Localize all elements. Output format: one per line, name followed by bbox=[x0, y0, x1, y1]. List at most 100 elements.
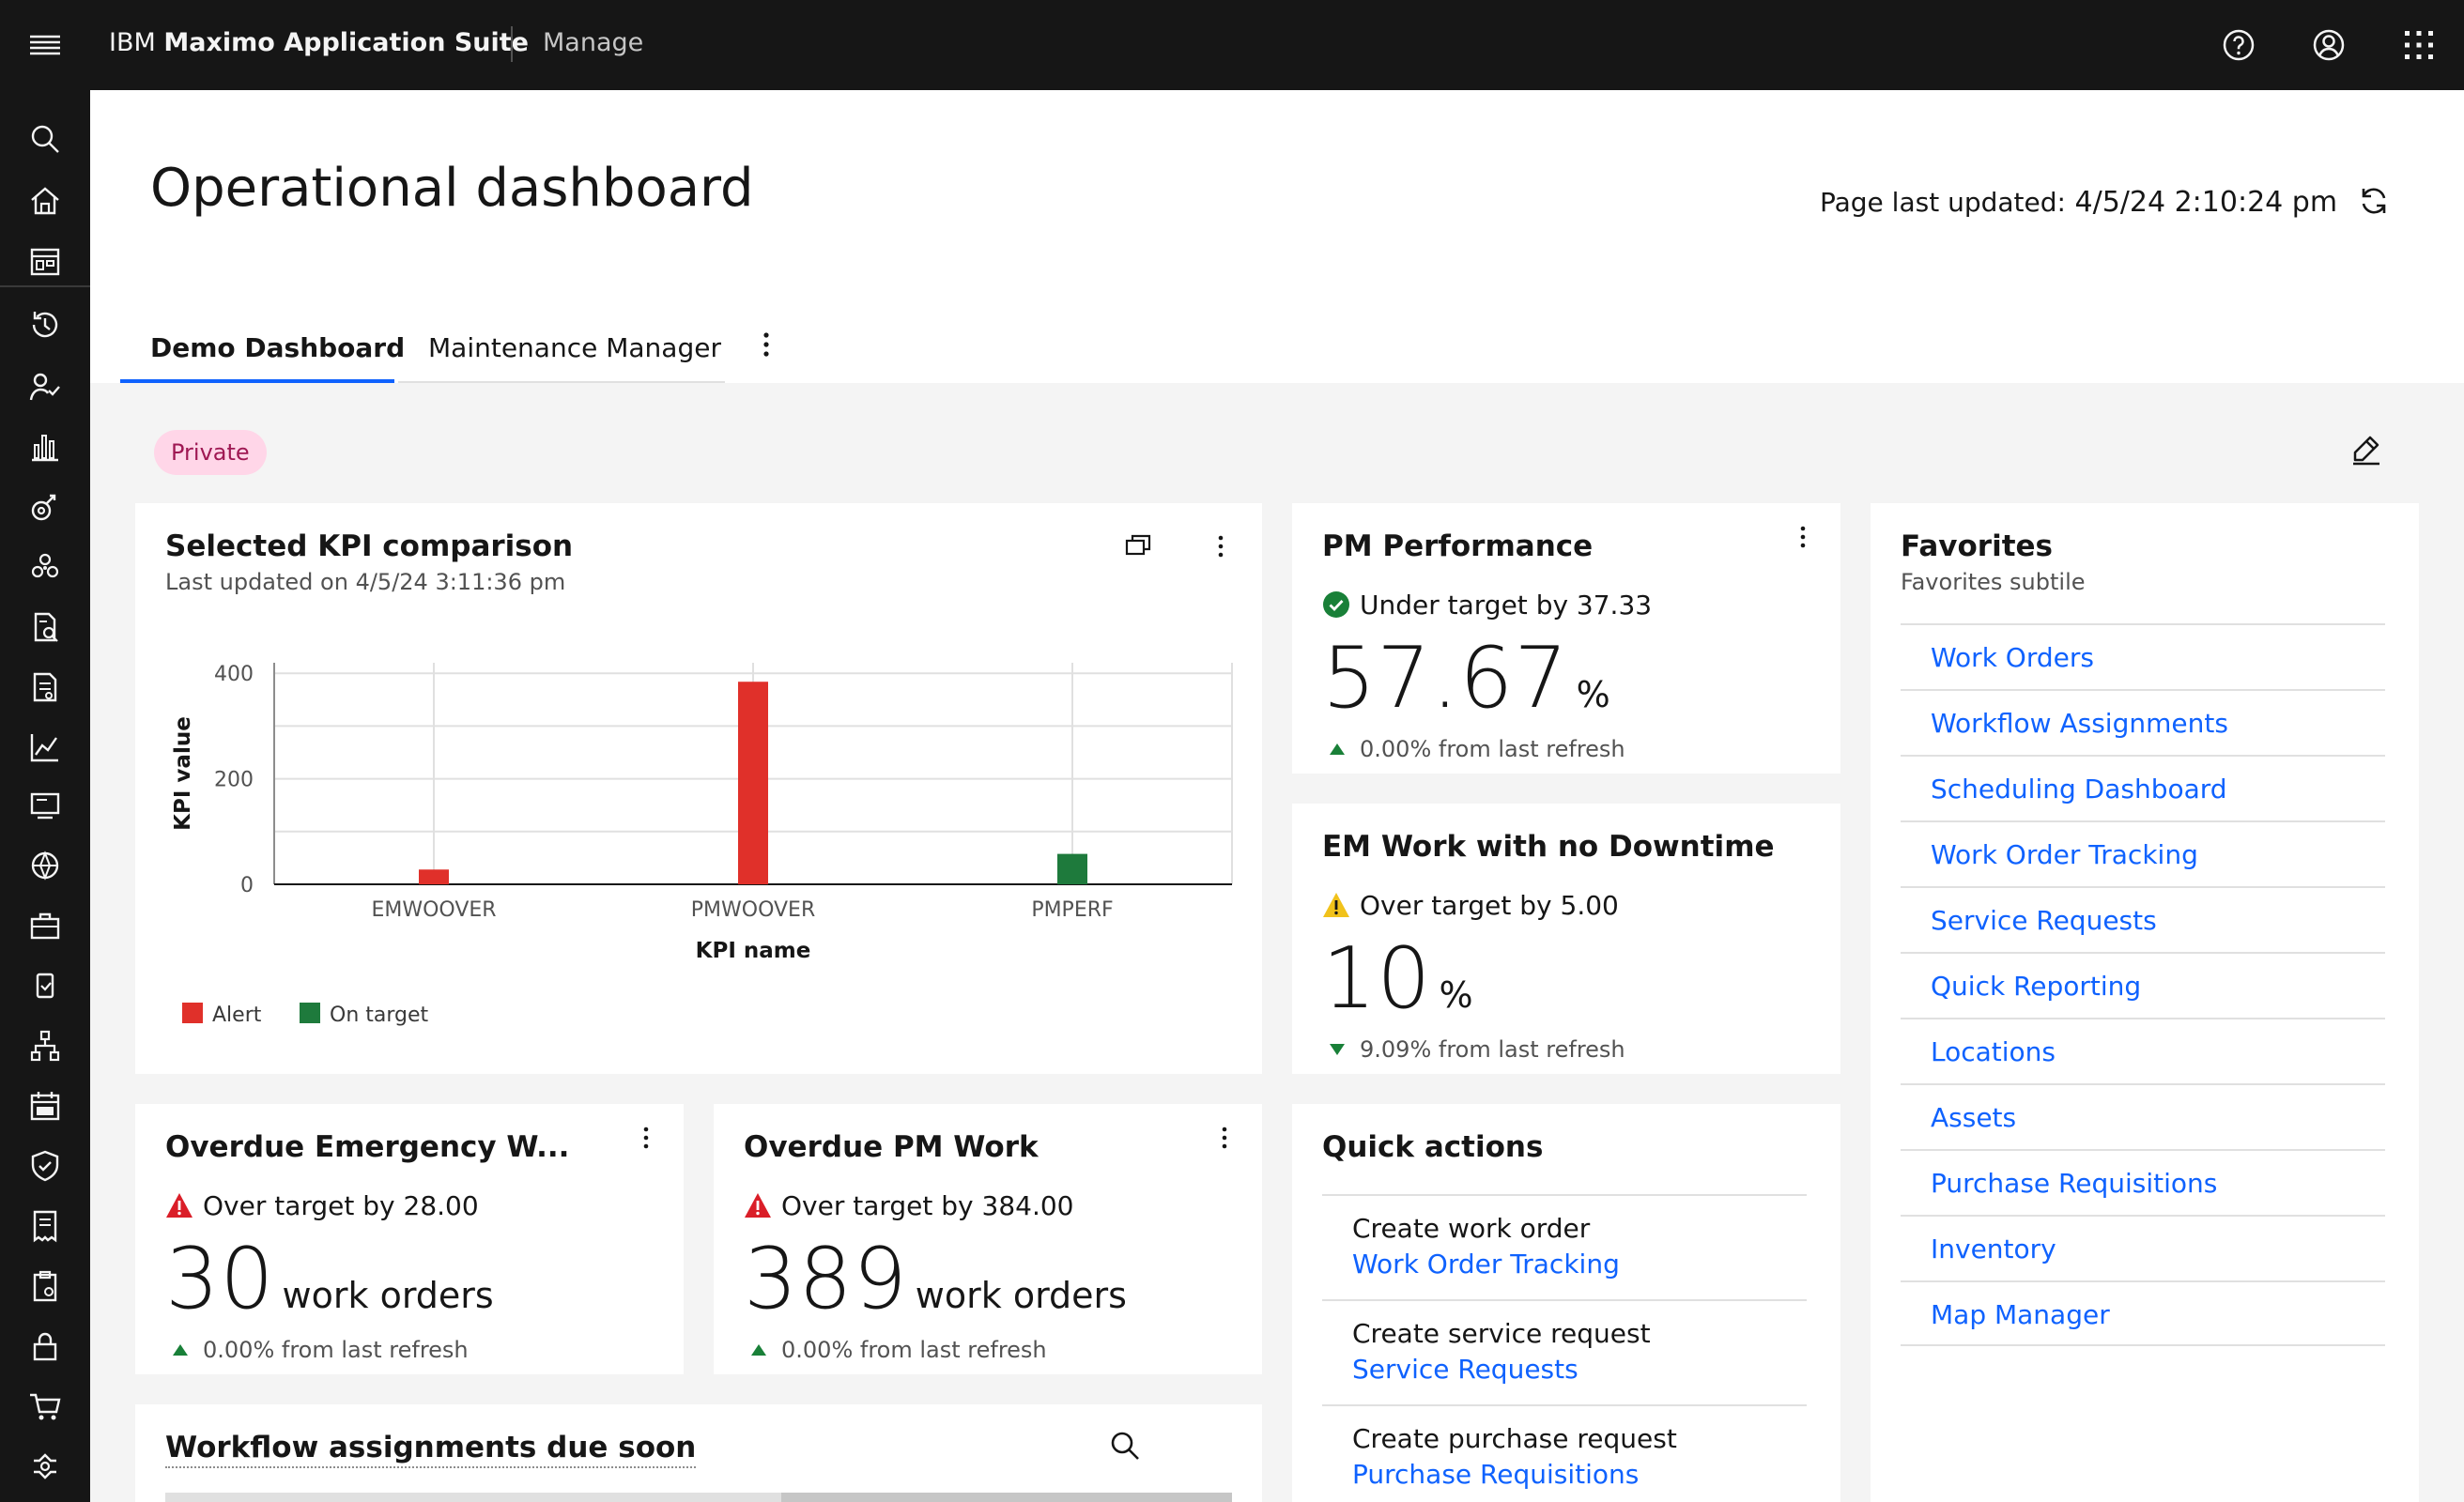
brand-product: Maximo Application Suite bbox=[163, 28, 529, 57]
quick-action-link[interactable]: Work Order Tracking bbox=[1352, 1249, 1620, 1280]
favorites-list: Work Orders Workflow Assignments Schedulin… bbox=[1901, 623, 2385, 1346]
report-icon[interactable] bbox=[26, 608, 64, 646]
kpi-status: Over target by 5.00 bbox=[1322, 890, 1619, 926]
kpi-value: 10% bbox=[1322, 929, 1473, 1028]
favorite-item: Work Orders bbox=[1901, 623, 2385, 689]
status-text: Over target by 28.00 bbox=[203, 1190, 479, 1221]
chart-legend-label: On target bbox=[330, 1004, 429, 1027]
quick-action-link[interactable]: Service Requests bbox=[1352, 1354, 1578, 1385]
tab-label: Maintenance Manager bbox=[428, 332, 721, 363]
kpi-number: 10 bbox=[1322, 929, 1432, 1028]
search-icon[interactable] bbox=[1108, 1429, 1142, 1463]
sidenav-divider bbox=[0, 285, 90, 287]
caret-up-icon bbox=[751, 1335, 766, 1361]
expand-icon[interactable] bbox=[1123, 531, 1153, 561]
chart-x-axis-label: KPI name bbox=[696, 939, 811, 963]
change-text: 0.00% from last refresh bbox=[781, 1337, 1047, 1363]
calendar-icon[interactable] bbox=[26, 1087, 64, 1125]
kpi-change: 0.00% from last refresh bbox=[1330, 734, 1625, 762]
kpi-number: 389 bbox=[744, 1230, 908, 1328]
chart-legend-label: Alert bbox=[212, 1004, 262, 1027]
favorite-item: Locations bbox=[1901, 1018, 2385, 1083]
tree-view-icon[interactable] bbox=[26, 1027, 64, 1065]
kpi-status: Over target by 28.00 bbox=[165, 1190, 479, 1226]
calendar-dashboard-icon[interactable] bbox=[26, 242, 64, 280]
mobile-icon[interactable] bbox=[26, 967, 64, 1004]
favorite-link[interactable]: Inventory bbox=[1931, 1234, 2056, 1264]
brand-name[interactable]: IBM Maximo Application Suite bbox=[109, 28, 529, 57]
edit-icon[interactable] bbox=[2348, 430, 2385, 467]
asset-icon[interactable] bbox=[26, 490, 64, 528]
favorite-link[interactable]: Map Manager bbox=[1931, 1299, 2110, 1330]
quick-action-label: Create work order bbox=[1352, 1213, 1591, 1244]
refresh-icon[interactable] bbox=[2355, 182, 2393, 220]
card-title[interactable]: Workflow assignments due soon bbox=[165, 1431, 697, 1468]
favorite-link[interactable]: Locations bbox=[1931, 1036, 2056, 1067]
overflow-menu-icon[interactable] bbox=[1209, 1123, 1240, 1153]
user-activity-icon[interactable] bbox=[26, 368, 64, 406]
favorite-link[interactable]: Work Order Tracking bbox=[1931, 839, 2198, 870]
card-subtitle: Favorites subtile bbox=[1901, 569, 2086, 595]
tab-demo-dashboard[interactable]: Demo Dashboard bbox=[120, 327, 405, 383]
warning-filled-icon bbox=[165, 1191, 193, 1226]
card-title: Quick actions bbox=[1322, 1130, 1544, 1164]
overdue-pm-card: Overdue PM Work Over target by 384.00 38… bbox=[714, 1104, 1262, 1374]
recently-viewed-icon[interactable] bbox=[26, 306, 64, 344]
chart-bar bbox=[419, 869, 449, 884]
favorite-link[interactable]: Assets bbox=[1931, 1102, 2017, 1133]
checkmark-filled-icon bbox=[1322, 590, 1350, 625]
home-icon[interactable] bbox=[26, 182, 64, 220]
kpi-unit: work orders bbox=[915, 1275, 1127, 1316]
quick-action-link[interactable]: Purchase Requisitions bbox=[1352, 1459, 1640, 1490]
tab-maintenance-manager[interactable]: Maintenance Manager bbox=[398, 327, 725, 383]
change-text: 0.00% from last refresh bbox=[203, 1337, 469, 1363]
network-icon[interactable] bbox=[26, 847, 64, 884]
warning-alt-icon bbox=[1322, 891, 1350, 926]
security-icon[interactable] bbox=[26, 1147, 64, 1185]
quick-action-item: Create service request Service Requests bbox=[1322, 1299, 1807, 1404]
analytics-icon[interactable] bbox=[26, 428, 64, 466]
menu-icon[interactable] bbox=[21, 21, 69, 69]
app-switcher-icon[interactable] bbox=[2395, 21, 2443, 69]
favorite-link[interactable]: Workflow Assignments bbox=[1931, 708, 2228, 739]
chart-x-tick-label: PMPERF bbox=[1031, 898, 1113, 922]
card-title: Selected KPI comparison bbox=[165, 529, 574, 563]
favorite-item: Scheduling Dashboard bbox=[1901, 755, 2385, 820]
quick-action-item: Create work order Work Order Tracking bbox=[1322, 1194, 1807, 1299]
table-header-bar bbox=[165, 1493, 1232, 1502]
favorite-link[interactable]: Quick Reporting bbox=[1931, 971, 2142, 1002]
kpi-unit: % bbox=[1439, 974, 1473, 1016]
favorite-link[interactable]: Work Orders bbox=[1931, 642, 2094, 673]
search-icon[interactable] bbox=[26, 120, 64, 158]
chart-x-tick-label: PMWOOVER bbox=[691, 898, 815, 922]
chart-line-icon[interactable] bbox=[26, 728, 64, 766]
quick-actions-card: Quick actions Create work order Work Ord… bbox=[1292, 1104, 1840, 1502]
shopping-cart-icon[interactable] bbox=[26, 1387, 64, 1425]
screen-icon[interactable] bbox=[26, 787, 64, 824]
favorite-link[interactable]: Purchase Requisitions bbox=[1931, 1168, 2218, 1199]
clipboard-icon[interactable] bbox=[26, 1267, 64, 1305]
receipt-icon[interactable] bbox=[26, 1207, 64, 1245]
overflow-menu-icon[interactable] bbox=[1788, 522, 1818, 552]
overflow-menu-icon[interactable] bbox=[1206, 531, 1236, 561]
industries-icon[interactable] bbox=[26, 548, 64, 586]
favorite-link[interactable]: Service Requests bbox=[1931, 905, 2157, 936]
favorite-link[interactable]: Scheduling Dashboard bbox=[1931, 774, 2227, 805]
document-icon[interactable] bbox=[26, 668, 64, 706]
pm-performance-card: PM Performance Under target by 37.33 57.… bbox=[1292, 503, 1840, 774]
kpi-value: 30 work orders bbox=[165, 1230, 494, 1328]
chart-bar bbox=[738, 682, 768, 884]
status-text: Over target by 384.00 bbox=[781, 1190, 1074, 1221]
tabs-overflow-menu-icon[interactable] bbox=[747, 327, 785, 364]
settings-adjust-icon[interactable] bbox=[26, 1448, 64, 1485]
toolbox-icon[interactable] bbox=[26, 907, 64, 944]
kpi-change: 9.09% from last refresh bbox=[1330, 1035, 1625, 1063]
chart-y-tick-label: 200 bbox=[214, 769, 254, 792]
user-avatar-icon[interactable] bbox=[2304, 21, 2353, 69]
kpi-value: 57.67% bbox=[1322, 629, 1610, 728]
help-icon[interactable] bbox=[2214, 21, 2263, 69]
overflow-menu-icon[interactable] bbox=[631, 1123, 661, 1153]
chart-x-tick-label: EMWOOVER bbox=[371, 898, 496, 922]
lock-icon[interactable] bbox=[26, 1327, 64, 1365]
favorite-item: Work Order Tracking bbox=[1901, 820, 2385, 886]
